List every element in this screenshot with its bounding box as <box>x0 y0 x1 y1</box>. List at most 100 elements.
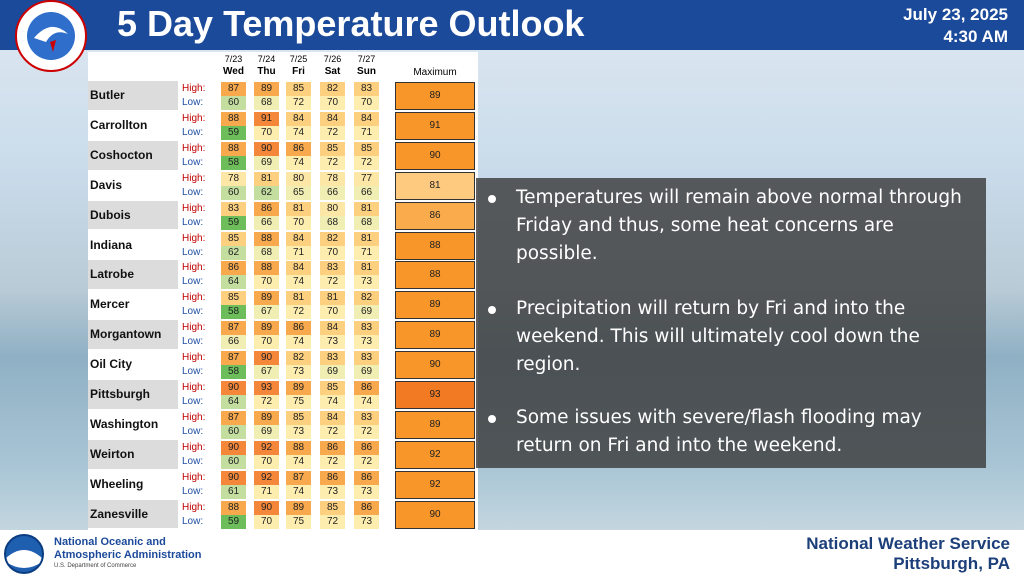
row-band <box>88 380 178 409</box>
station-name: Zanesville <box>90 506 149 521</box>
high-cell: 88 <box>221 141 246 156</box>
high-cell: 86 <box>286 141 311 156</box>
bullet-dot <box>488 306 496 314</box>
row-band <box>88 230 178 260</box>
row-band <box>88 200 178 230</box>
station-name: Butler <box>90 88 125 102</box>
high-cell: 83 <box>354 410 379 425</box>
station-name: Dubois <box>90 207 131 222</box>
high-cell: 85 <box>320 141 345 156</box>
station-name: Washington <box>90 416 159 431</box>
noaa-name: National Oceanic and <box>54 536 166 548</box>
max-cell: 89 <box>395 410 475 439</box>
low-cell: 62 <box>221 245 246 260</box>
row-band <box>88 409 178 439</box>
station-name: Indiana <box>90 237 133 252</box>
high-cell: 90 <box>254 500 279 515</box>
high-cell: 87 <box>221 82 246 96</box>
row-band <box>88 170 178 200</box>
high-cell: 86 <box>354 470 379 485</box>
high-cell: 83 <box>354 351 379 366</box>
low-cell: 72 <box>286 305 311 320</box>
low-label: Low: <box>182 425 204 437</box>
high-label: High: <box>182 172 206 184</box>
station-name: Carrollton <box>90 117 148 132</box>
low-cell: 67 <box>254 305 279 320</box>
low-cell: 60 <box>221 424 246 439</box>
high-cell: 82 <box>286 351 311 366</box>
low-cell: 60 <box>221 185 246 200</box>
low-cell: 74 <box>320 395 345 409</box>
high-label: High: <box>182 142 206 154</box>
station-name: Mercer <box>90 297 130 312</box>
low-cell: 68 <box>254 96 279 110</box>
high-cell: 86 <box>286 321 311 336</box>
high-cell: 89 <box>254 82 279 96</box>
low-cell: 71 <box>354 245 379 260</box>
low-label: Low: <box>182 485 204 497</box>
low-cell: 58 <box>221 305 246 320</box>
high-cell: 88 <box>221 500 246 515</box>
column-day: Sat <box>324 66 341 77</box>
high-cell: 92 <box>254 440 279 455</box>
max-header: Maximum <box>413 67 457 78</box>
low-cell: 72 <box>320 155 345 170</box>
station-name: Oil City <box>90 357 133 372</box>
high-cell: 88 <box>254 261 279 276</box>
high-label: High: <box>182 352 206 364</box>
low-cell: 75 <box>286 395 311 409</box>
row-band <box>88 110 178 140</box>
high-label: High: <box>182 262 206 274</box>
max-cell: 90 <box>395 500 475 529</box>
station-name: Wheeling <box>90 476 144 491</box>
low-cell: 72 <box>354 454 379 469</box>
low-cell: 68 <box>254 245 279 260</box>
row-band <box>88 350 178 379</box>
high-label: High: <box>182 232 206 244</box>
high-label: High: <box>182 83 206 94</box>
low-cell: 71 <box>286 245 311 260</box>
high-cell: 85 <box>286 410 311 425</box>
column-day: Thu <box>257 66 276 77</box>
bullet-text: Temperatures will remain above normal th… <box>486 184 976 268</box>
high-cell: 85 <box>320 381 345 395</box>
low-cell: 69 <box>254 155 279 170</box>
low-cell: 64 <box>221 395 246 409</box>
high-cell: 82 <box>354 291 379 306</box>
forecast-table: 7/23 Wed 7/24 Thu 7/25 Fri 7/26 Sat 7/27 Sun Maxim… <box>88 52 478 530</box>
low-cell: 70 <box>254 514 279 529</box>
max-cell: 90 <box>395 141 475 170</box>
low-cell: 67 <box>254 365 279 380</box>
low-cell: 75 <box>286 514 311 529</box>
low-cell: 68 <box>320 215 345 230</box>
high-cell: 83 <box>320 351 345 366</box>
high-cell: 88 <box>221 111 246 126</box>
low-cell: 73 <box>320 335 345 350</box>
low-cell: 74 <box>354 395 379 409</box>
low-cell: 65 <box>286 185 311 200</box>
low-cell: 66 <box>354 185 379 200</box>
low-cell: 74 <box>286 275 311 290</box>
high-cell: 77 <box>354 171 379 186</box>
low-cell: 59 <box>221 215 246 230</box>
high-cell: 84 <box>320 321 345 336</box>
high-cell: 80 <box>320 201 345 216</box>
low-cell: 59 <box>221 514 246 529</box>
low-cell: 70 <box>254 275 279 290</box>
max-cell: 89 <box>395 321 475 350</box>
high-cell: 85 <box>221 231 246 246</box>
title: 5 Day Temperature Outlook <box>117 3 585 44</box>
low-cell: 74 <box>286 484 311 499</box>
high-cell: 86 <box>354 381 379 395</box>
low-cell: 70 <box>254 454 279 469</box>
low-label: Low: <box>182 515 204 527</box>
noaa-logo <box>4 534 44 574</box>
high-cell: 91 <box>254 111 279 126</box>
time: 4:30 AM <box>943 27 1008 46</box>
low-cell: 69 <box>254 424 279 439</box>
column-day: Sun <box>357 66 376 77</box>
station-name: Coshocton <box>90 147 153 162</box>
location: Pittsburgh, PA <box>893 554 1010 573</box>
high-label: High: <box>182 501 206 513</box>
low-cell: 74 <box>286 155 311 170</box>
